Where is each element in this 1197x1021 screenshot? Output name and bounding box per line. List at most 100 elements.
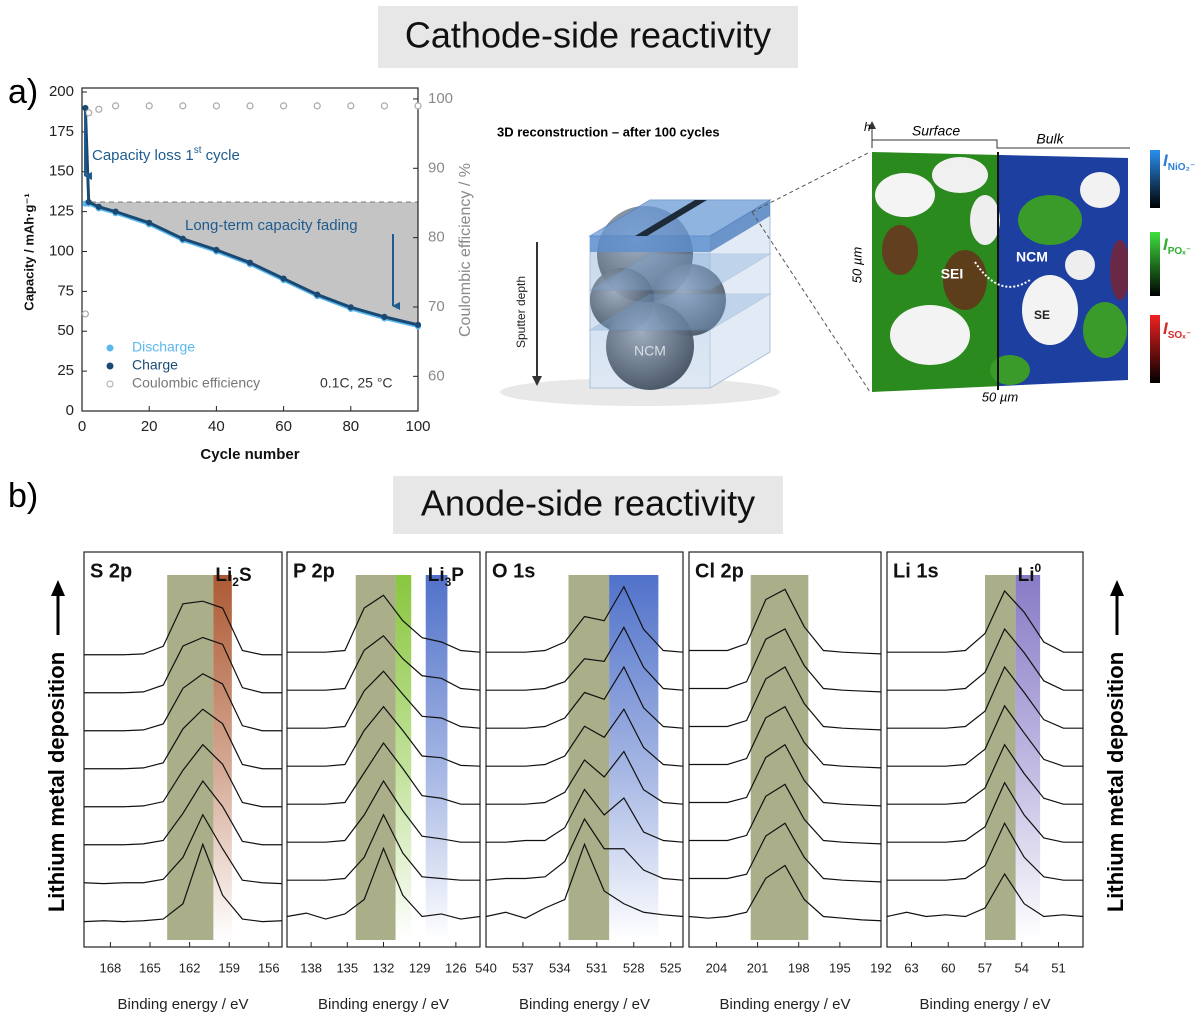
spectrum — [689, 783, 882, 845]
region-label: Bulk — [1036, 131, 1064, 147]
region-label: Surface — [912, 123, 960, 139]
energy-band — [750, 575, 809, 940]
band-label: Li2S — [215, 565, 251, 589]
colorbar-symbol: I — [1163, 319, 1169, 338]
data-point — [381, 313, 388, 320]
data-point — [95, 203, 102, 210]
x-tick-label: 537 — [512, 960, 534, 975]
band-label-part: 0 — [1035, 561, 1042, 575]
x-axis-label: Binding energy / eV — [118, 996, 249, 1013]
spectrum — [689, 628, 882, 693]
y-tick-label: 100 — [49, 242, 74, 259]
header-box — [393, 476, 783, 534]
annotation: Capacity loss 1st cycle — [92, 145, 240, 164]
x-tick-label: 198 — [788, 960, 810, 975]
y2-tick-label: 70 — [428, 298, 445, 315]
legend-marker — [106, 344, 114, 352]
x-axis-label: Binding energy / eV — [519, 996, 650, 1013]
spectrum — [84, 708, 282, 770]
section-title: Anode-side reactivity — [421, 483, 755, 524]
spectrum — [486, 626, 684, 691]
band-label: Li0 — [1018, 561, 1042, 586]
tof-map: h Surface Bulk 50 µm 50 µm SEI NCM SE — [849, 120, 1160, 404]
axis-label: Sputter depth — [514, 276, 528, 348]
spectrum — [84, 779, 282, 846]
colorbar-label: ISOₓ⁻ — [1163, 319, 1191, 341]
x-tick-label: 132 — [373, 960, 395, 975]
data-point — [213, 246, 220, 254]
panel-label: Cl 2p — [695, 560, 744, 582]
annotation-part: Capacity loss 1 — [92, 147, 194, 164]
spectrum — [887, 704, 1083, 767]
data-point — [111, 102, 120, 110]
x-tick-label: 0 — [78, 418, 86, 435]
x-tick-label: 525 — [660, 960, 682, 975]
x-tick-label: 100 — [405, 418, 430, 435]
spectrum — [287, 813, 480, 881]
side-label: Lithium metal deposition — [44, 652, 69, 912]
data-point — [246, 102, 254, 110]
data-point — [212, 102, 220, 110]
panel-label: P 2p — [293, 560, 335, 582]
x-tick-label: 201 — [747, 960, 769, 975]
spectrum — [287, 670, 481, 729]
colorbar-label: IPOₓ⁻ — [1163, 235, 1191, 257]
x-tick-label: 162 — [179, 960, 201, 975]
data-point — [313, 102, 321, 110]
spectrum — [287, 634, 481, 691]
data-point — [179, 102, 187, 110]
x-tick-label: 126 — [445, 960, 467, 975]
spectrum — [485, 817, 684, 881]
colorbar — [1150, 150, 1160, 208]
spectrum — [486, 708, 684, 767]
x-tick-label: 165 — [139, 960, 161, 975]
data-point — [179, 235, 186, 242]
y-tick-label: 175 — [49, 123, 74, 140]
legend-marker — [106, 362, 114, 370]
x-tick-label: 534 — [549, 960, 571, 975]
spectrum — [688, 864, 882, 922]
section-title: Cathode-side reactivity — [405, 15, 771, 56]
legend-marker — [106, 380, 114, 388]
data-point — [314, 291, 321, 298]
x-tick-label: 192 — [870, 960, 892, 975]
x-tick-label: 531 — [586, 960, 608, 975]
band-label-part: 2 — [232, 575, 239, 589]
spectrum — [286, 846, 481, 920]
band-label-part: P — [451, 565, 464, 586]
spectrum — [689, 666, 882, 731]
data-point — [112, 208, 119, 215]
data-point — [280, 102, 288, 110]
x-axis-label: Cycle number — [200, 446, 299, 463]
diagram-title: 3D reconstruction – after 100 cycles — [497, 124, 720, 139]
spectrum — [287, 779, 480, 843]
data-point — [380, 102, 388, 110]
scale-label: 50 µm — [849, 247, 864, 284]
y-tick-label: 200 — [49, 83, 74, 100]
spectrum — [887, 665, 1083, 729]
spectrum — [83, 842, 283, 923]
spectrum — [689, 705, 882, 769]
data-point — [280, 275, 287, 282]
data-point — [85, 198, 92, 206]
x-tick-label: 60 — [275, 418, 292, 435]
spectrum — [887, 627, 1083, 691]
energy-band — [568, 575, 610, 940]
header-box — [378, 6, 798, 68]
x-tick-label: 63 — [904, 960, 918, 975]
y-tick-label: 125 — [49, 203, 74, 220]
x-tick-label: 540 — [475, 960, 497, 975]
y2-tick-label: 90 — [428, 159, 445, 176]
data-point — [85, 109, 93, 117]
energy-band — [985, 575, 1016, 940]
reconstruction: 3D reconstruction – after 100 cycles NCM… — [497, 124, 871, 406]
data-point — [95, 105, 103, 113]
y-tick-label: 75 — [57, 282, 74, 299]
data-point — [414, 102, 422, 110]
band-label-part: Li — [428, 565, 445, 586]
map-label: SEI — [941, 266, 964, 282]
spectrum — [486, 665, 684, 729]
band-label-part: 3 — [445, 575, 452, 589]
data-point — [81, 310, 89, 318]
